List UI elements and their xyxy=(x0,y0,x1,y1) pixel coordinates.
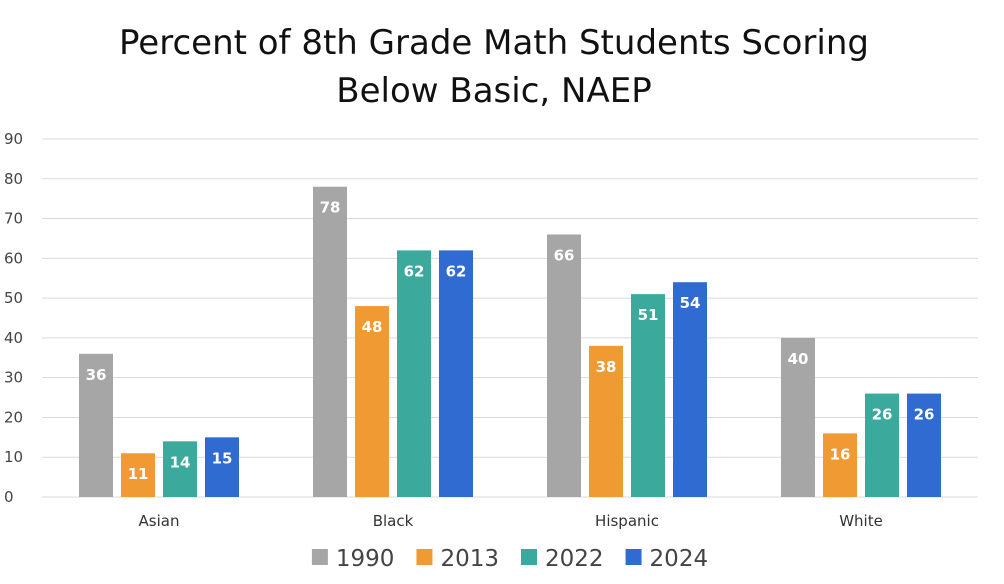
bar-white-2024[interactable] xyxy=(907,393,941,497)
legend-swatch xyxy=(625,549,642,565)
x-axis-categories: Asian Black Hispanic White xyxy=(139,512,883,530)
y-tick-label: 60 xyxy=(4,249,23,267)
bar-asian-2022[interactable] xyxy=(163,441,197,497)
category-label-white: White xyxy=(839,512,883,530)
bar-black-2022[interactable] xyxy=(397,250,431,497)
category-label-asian: Asian xyxy=(139,512,180,530)
bar-white-2022[interactable] xyxy=(865,393,899,497)
bar-hispanic-2024[interactable] xyxy=(673,282,707,497)
y-axis-ticks: 0 10 20 30 40 50 60 70 80 90 xyxy=(4,130,23,506)
bar-asian-2024[interactable] xyxy=(205,437,239,497)
y-tick-label: 20 xyxy=(4,408,23,426)
data-label: 38 xyxy=(596,358,617,376)
legend-label: 2022 xyxy=(545,546,604,572)
data-label: 51 xyxy=(638,306,659,324)
bar-asian-2013[interactable] xyxy=(121,453,155,497)
y-tick-label: 40 xyxy=(4,329,23,347)
bar-black-1990[interactable] xyxy=(313,186,347,497)
data-label: 78 xyxy=(320,199,341,217)
category-label-black: Black xyxy=(373,512,414,530)
data-label: 66 xyxy=(554,246,575,264)
data-label: 40 xyxy=(788,350,809,368)
data-label: 14 xyxy=(170,453,191,471)
gridlines xyxy=(42,138,978,498)
data-label: 16 xyxy=(830,445,851,463)
bar-white-1990[interactable] xyxy=(781,337,815,497)
bar-hispanic-2022[interactable] xyxy=(631,294,665,497)
y-tick-label: 90 xyxy=(4,130,23,148)
legend-item-2013[interactable]: 2013 xyxy=(416,546,499,572)
legend-item-1990[interactable]: 1990 xyxy=(311,546,395,572)
legend-swatch xyxy=(311,549,328,565)
bar-asian-1990[interactable] xyxy=(79,353,113,497)
legend-swatch xyxy=(521,549,537,565)
data-label: 15 xyxy=(212,449,233,467)
chart-title: Percent of 8th Grade Math Students Scori… xyxy=(119,23,869,111)
category-label-hispanic: Hispanic xyxy=(595,512,659,530)
data-label: 62 xyxy=(446,262,467,280)
legend-label: 1990 xyxy=(336,546,395,572)
data-label: 54 xyxy=(680,294,701,312)
bar-black-2024[interactable] xyxy=(439,250,473,497)
y-tick-label: 10 xyxy=(4,448,23,466)
bars xyxy=(79,186,941,497)
legend-item-2022[interactable]: 2022 xyxy=(521,546,604,572)
data-label: 62 xyxy=(404,262,425,280)
bar-white-2013[interactable] xyxy=(823,433,857,497)
legend-swatch xyxy=(416,549,433,565)
chart-title-line-1: Percent of 8th Grade Math Students Scori… xyxy=(119,23,869,63)
legend[interactable]: 1990 2013 2022 2024 xyxy=(311,546,709,572)
legend-label: 2013 xyxy=(440,546,499,572)
y-tick-label: 70 xyxy=(4,210,23,228)
bar-hispanic-1990[interactable] xyxy=(547,234,581,497)
data-label: 48 xyxy=(362,318,383,336)
y-tick-label: 30 xyxy=(4,369,23,387)
legend-label: 2024 xyxy=(650,546,709,572)
data-label: 36 xyxy=(86,366,107,384)
bar-black-2013[interactable] xyxy=(355,306,389,497)
bar-hispanic-2013[interactable] xyxy=(589,345,623,497)
data-labels: 36 11 14 15 78 48 62 62 66 38 51 54 40 16 26 26 xyxy=(86,199,935,484)
y-tick-label: 0 xyxy=(4,488,14,506)
data-label: 26 xyxy=(914,406,935,424)
data-label: 11 xyxy=(128,465,149,483)
data-label: 26 xyxy=(872,406,893,424)
y-tick-label: 50 xyxy=(4,289,23,307)
y-tick-label: 80 xyxy=(4,170,23,188)
legend-item-2024[interactable]: 2024 xyxy=(625,546,709,572)
chart-title-line-2: Below Basic, NAEP xyxy=(336,71,651,111)
